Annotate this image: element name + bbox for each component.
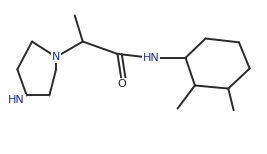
Text: N: N (52, 52, 60, 62)
Text: O: O (117, 79, 126, 89)
Text: HN: HN (8, 95, 25, 105)
Text: HN: HN (143, 53, 159, 63)
